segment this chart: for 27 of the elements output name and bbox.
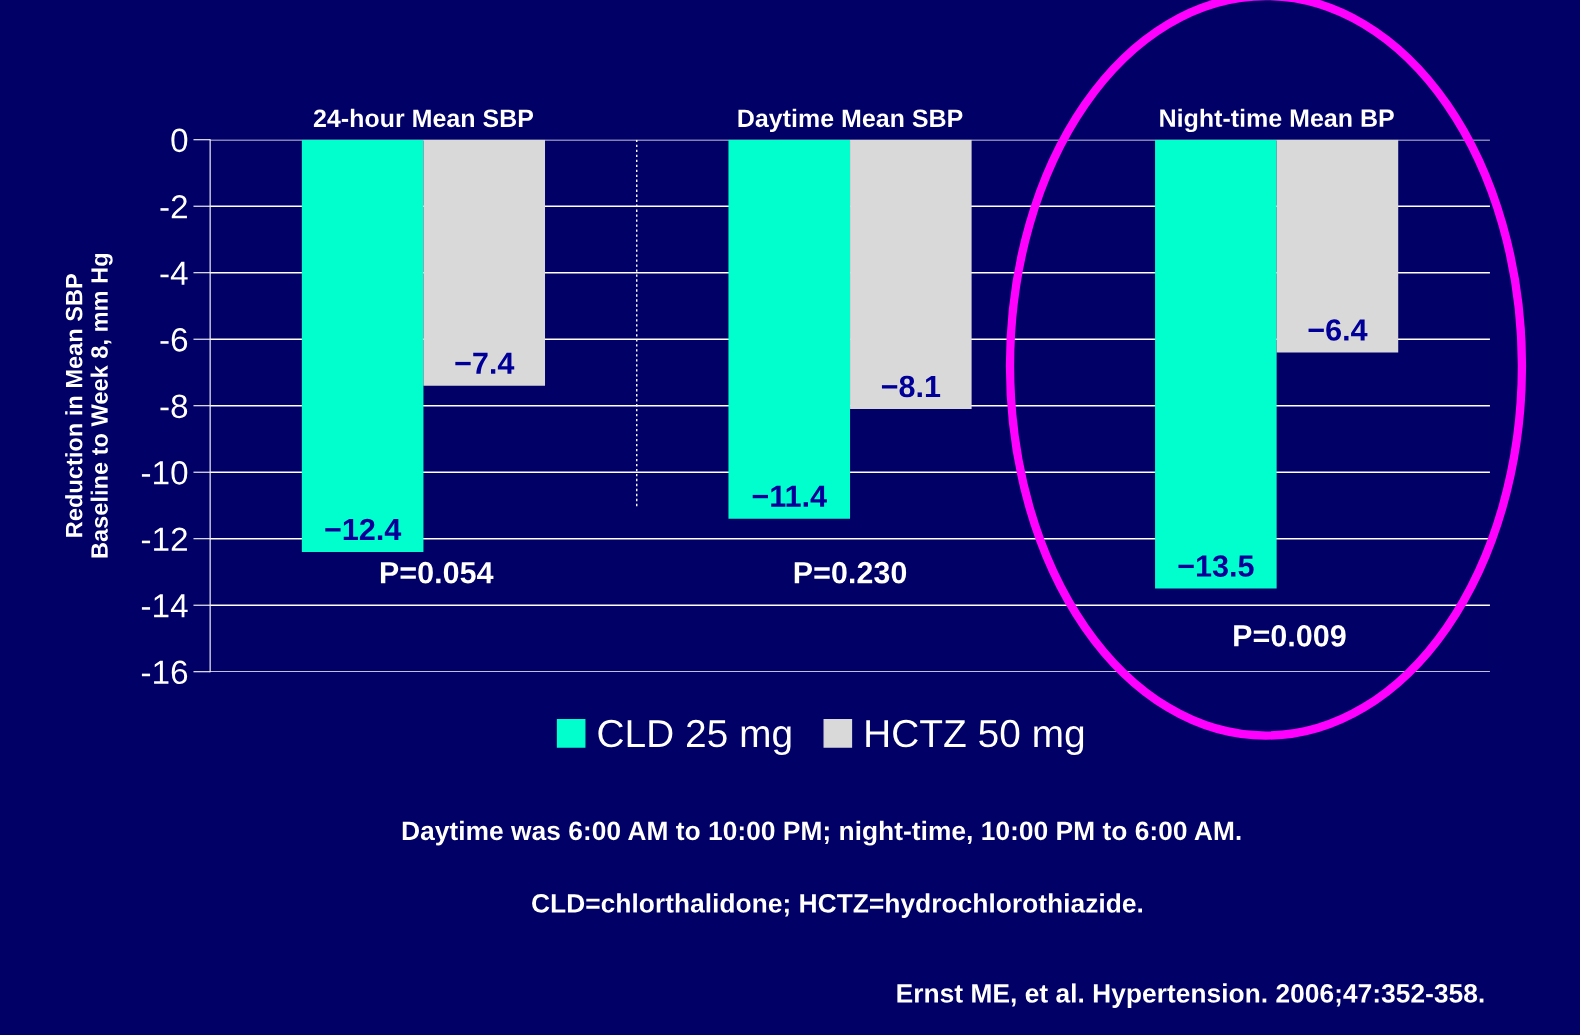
y-axis-title: Reduction in Mean SBP Baseline to Week 8, mm Hg <box>65 253 113 558</box>
y-tick-label: 0 <box>171 128 188 153</box>
annotation: P=0.054 <box>380 561 494 584</box>
annotation: P=0.009 <box>1234 625 1346 647</box>
text: Daytime was 6:00 AM to 10:00 PM; night-time, 10:00 PM to 6:00 AM. <box>402 820 1241 846</box>
y-tick-label: -16 <box>141 660 188 685</box>
data-label: −7.4 <box>455 352 515 374</box>
data-label: −12.4 <box>325 518 402 540</box>
x-tick-label: 24-hour Mean SBP <box>313 108 534 128</box>
data-label: −11.4 <box>752 485 827 507</box>
y-tick-label: -2 <box>160 195 187 219</box>
text: CLD=chlorthalidone; HCTZ=hydrochlorothiazide. <box>532 893 1143 918</box>
y-tick-label: -4 <box>160 261 188 285</box>
legend-label: HCTZ 50 mg <box>866 719 1084 756</box>
data-label: −13.5 <box>1178 555 1254 577</box>
text: Ernst ME, et al. Hypertension. 2006;47:352-358. <box>897 983 1484 1008</box>
annotation: P=0.230 <box>794 561 907 584</box>
y-tick-label: -14 <box>141 594 188 618</box>
legend-label: CLD 25 mg <box>598 719 791 756</box>
y-tick-label: -8 <box>160 394 188 419</box>
x-tick-label: Night-time Mean BP <box>1160 108 1394 133</box>
x-tick-label: Daytime Mean SBP <box>738 108 963 133</box>
y-tick-label: -6 <box>160 328 188 352</box>
y-tick-label: -10 <box>141 461 188 485</box>
data-label: −8.1 <box>881 375 941 398</box>
y-tick-label: -12 <box>141 527 187 551</box>
data-label: −6.4 <box>1308 319 1368 341</box>
